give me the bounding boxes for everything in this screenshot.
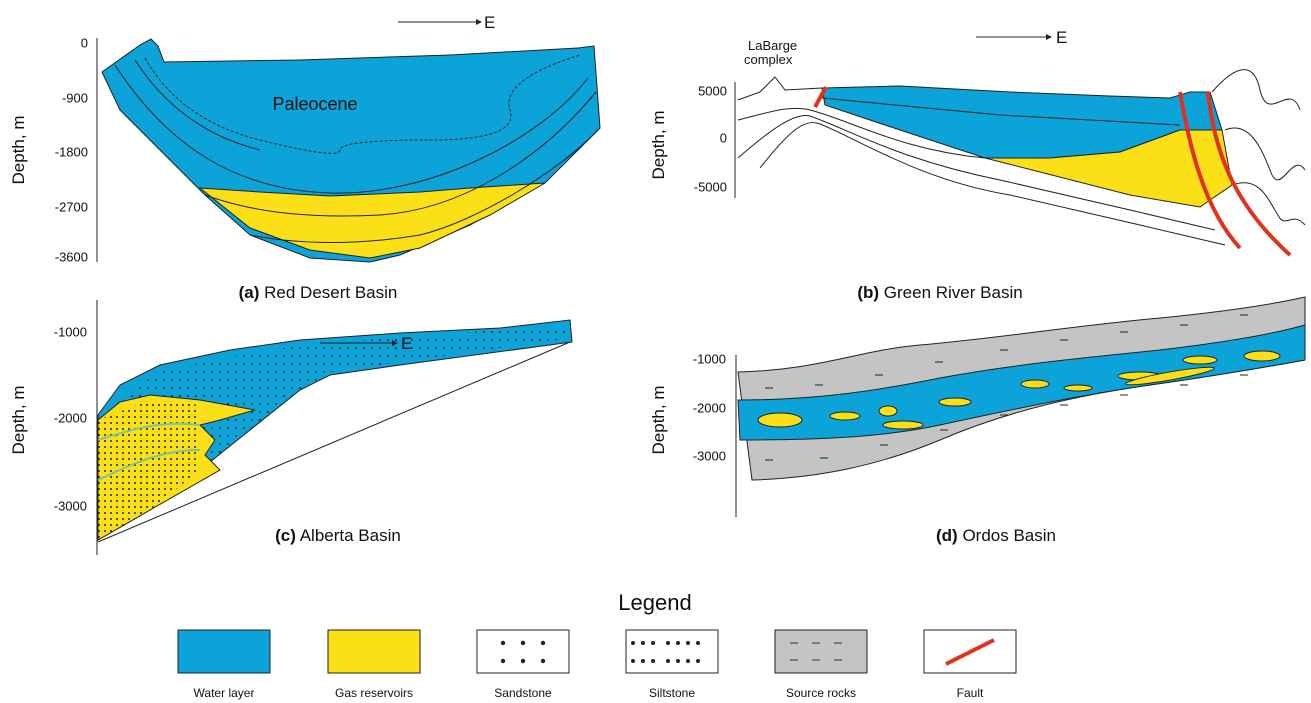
tick-label: -2000 xyxy=(54,410,87,425)
legend: Legend Water layer Gas reservoirs Sandst… xyxy=(178,590,1016,700)
panel-title: (c) Alberta Basin xyxy=(275,526,401,545)
tick-label: -900 xyxy=(62,90,88,105)
panel-title: (d) Ordos Basin xyxy=(936,526,1056,545)
panel-title: (b) Green River Basin xyxy=(857,283,1022,302)
tick-label: -5000 xyxy=(694,179,727,194)
axis-label: Depth, m xyxy=(649,386,668,455)
panel-b: 5000 0 -5000 Depth, m LaBarge complex E … xyxy=(649,28,1305,302)
arrow-head xyxy=(1046,34,1052,40)
tick-label: 0 xyxy=(720,130,727,145)
tick-label: -1000 xyxy=(693,351,726,366)
annotation: Paleocene xyxy=(272,94,357,114)
panel-label: (b) xyxy=(857,283,879,302)
tick-label: -1800 xyxy=(55,144,88,159)
legend-label: Fault xyxy=(957,686,984,700)
figure: 0 -900 -1800 -2700 -3600 Depth, m Paleoc… xyxy=(0,0,1311,703)
annotation: complex xyxy=(744,52,793,67)
legend-label: Source rocks xyxy=(786,686,856,700)
annotation: LaBarge xyxy=(748,38,797,53)
legend-label: Siltstone xyxy=(649,686,695,700)
arrow-head xyxy=(476,19,482,25)
legend-swatch xyxy=(477,630,569,673)
legend-swatch xyxy=(328,630,420,673)
tick-label: -3000 xyxy=(693,448,726,463)
panel-name: Green River Basin xyxy=(884,283,1023,302)
axis-label: Depth, m xyxy=(649,111,668,180)
fold-line xyxy=(1212,70,1305,225)
panel-label: (c) xyxy=(275,526,296,545)
panel-d: -1000 -2000 -3000 Depth, m (d) Ordos Bas… xyxy=(649,297,1305,545)
panel-name: Ordos Basin xyxy=(962,526,1056,545)
panel-title: (a) Red Desert Basin xyxy=(239,283,398,302)
tick-label: 0 xyxy=(81,35,88,50)
layer-line xyxy=(738,77,822,100)
tick-label: -1000 xyxy=(54,324,87,339)
tick-label: -3000 xyxy=(54,498,87,513)
direction: E xyxy=(1056,28,1067,47)
direction: E xyxy=(484,13,495,32)
gas-reservoir xyxy=(200,183,545,258)
panel-name: Alberta Basin xyxy=(300,526,401,545)
siltstone xyxy=(98,400,200,540)
legend-label: Water layer xyxy=(194,686,255,700)
legend-swatch xyxy=(626,630,718,673)
panel-label: (d) xyxy=(936,526,958,545)
direction: E xyxy=(401,334,412,353)
tick-label: 5000 xyxy=(698,83,727,98)
tick-label: -2700 xyxy=(55,199,88,214)
tick-label: -2000 xyxy=(693,400,726,415)
tick-label: -3600 xyxy=(55,249,88,264)
legend-swatch xyxy=(178,630,270,673)
legend-label: Sandstone xyxy=(494,686,552,700)
panel-c: -1000 -2000 -3000 Depth, m E (c) Alberta… xyxy=(9,300,572,555)
axis-label: Depth, m xyxy=(9,386,28,455)
panel-name: Red Desert Basin xyxy=(264,283,397,302)
legend-title: Legend xyxy=(618,590,691,615)
legend-label: Gas reservoirs xyxy=(335,686,413,700)
axis-label: Depth, m xyxy=(9,116,28,185)
panel-a: 0 -900 -1800 -2700 -3600 Depth, m Paleoc… xyxy=(9,13,600,302)
legend-swatch xyxy=(775,630,867,673)
panel-label: (a) xyxy=(239,283,260,302)
